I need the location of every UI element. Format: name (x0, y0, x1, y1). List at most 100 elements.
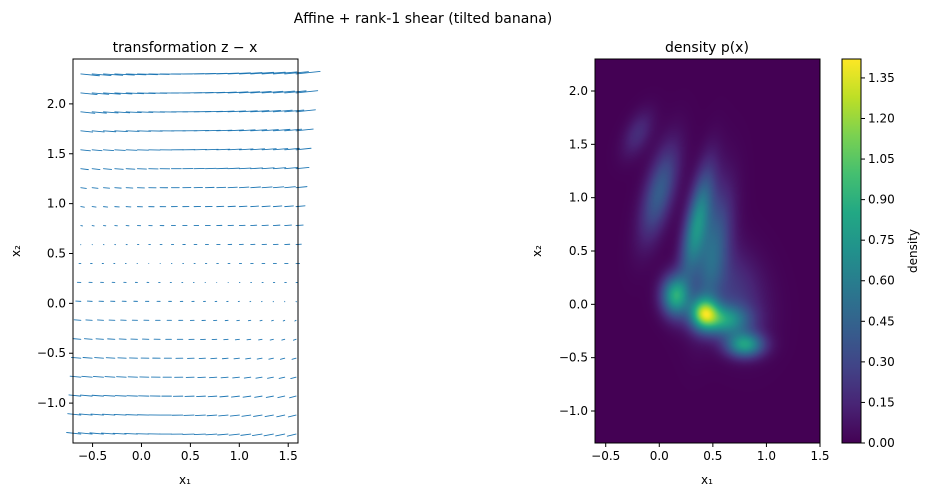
quiver-arrow (77, 432, 93, 435)
quiver-arrow (125, 414, 138, 416)
colorbar-tick-label: 0.30 (868, 355, 895, 369)
quiver-arrow (125, 149, 138, 151)
quiver-arrow (238, 72, 263, 75)
quiver-arrow (250, 186, 261, 189)
colorbar-label: density (906, 229, 920, 273)
density-y-tick-label: 0.0 (569, 297, 588, 311)
colorbar-gradient (842, 59, 861, 443)
quiver-arrow (114, 111, 131, 114)
quiver-x-tick-label: −0.5 (78, 449, 107, 463)
quiver-arrow (238, 167, 252, 170)
quiver-y-ticks: −1.0 −0.5 0.0 0.5 1.0 1.5 2.0 (37, 97, 73, 410)
density-x-ticks: −0.5 0.0 0.5 1.0 1.5 (591, 443, 830, 463)
quiver-arrow (291, 357, 297, 360)
quiver-arrow (250, 71, 275, 75)
quiver-arrow (242, 395, 252, 398)
quiver-y-tick-label: 2.0 (47, 97, 66, 111)
quiver-arrow (92, 375, 104, 378)
quiver-arrow (103, 130, 117, 133)
quiver-arrow (195, 414, 206, 417)
quiver-arrow (228, 433, 240, 436)
density-heatmap-holder (595, 59, 820, 443)
quiver-arrow (295, 147, 312, 151)
quiver-x-tick-label: 0.0 (132, 449, 151, 463)
colorbar-tick-label: 0.75 (868, 233, 895, 247)
quiver-arrow (284, 205, 294, 208)
density-x-tick-label: 1.0 (757, 449, 776, 463)
quiver-arrow (264, 414, 274, 418)
quiver-arrow (295, 71, 321, 75)
quiver-arrow (250, 148, 266, 151)
quiver-arrow (241, 414, 252, 417)
quiver-arrow (281, 338, 286, 341)
quiver-arrow (278, 376, 286, 379)
quiver-arrow (102, 413, 116, 416)
density-y-ticks: −1.0 −0.5 0.0 0.5 1.0 1.5 2.0 (559, 84, 595, 418)
quiver-arrow (258, 338, 263, 341)
quiver-arrow (284, 147, 300, 151)
quiver-arrow (94, 357, 104, 359)
density-x-tick-label: −0.5 (591, 449, 620, 463)
quiver-arrow (103, 92, 121, 95)
quiver-y-tick-label: 1.5 (47, 147, 66, 161)
quiver-arrow (261, 90, 284, 94)
quiver-arrow (101, 432, 116, 435)
density-y-tick-label: −1.0 (559, 404, 588, 418)
quiver-arrow (81, 375, 93, 378)
quiver-arrow (269, 338, 274, 341)
quiver-arrow (209, 376, 218, 379)
quiver-arrow (193, 433, 206, 436)
quiver-arrow (250, 205, 260, 208)
quiver-arrow (294, 319, 297, 322)
colorbar-tick-label: 1.35 (868, 71, 895, 85)
quiver-arrow (251, 433, 263, 437)
quiver-x-ticks: −0.5 0.0 0.5 1.0 1.5 (78, 443, 298, 463)
quiver-arrow (275, 433, 286, 437)
quiver-plot: transformation z − x −0.5 0.0 0.5 1.0 1.5 −1… (9, 40, 321, 487)
quiver-arrow (66, 432, 82, 435)
quiver-arrows (66, 71, 321, 437)
quiver-arrow (243, 376, 252, 379)
density-heatmap (595, 59, 820, 443)
quiver-arrow (292, 338, 297, 341)
quiver-arrow (267, 376, 274, 379)
quiver-arrow (233, 357, 240, 360)
quiver-arrow (125, 130, 140, 132)
density-x-tick-label: 0.5 (703, 449, 722, 463)
quiver-arrow (238, 186, 250, 189)
quiver-arrow (238, 110, 258, 113)
quiver-arrow (227, 72, 251, 75)
quiver-arrow (227, 167, 240, 170)
quiver-arrow (125, 111, 142, 114)
quiver-arrow (112, 432, 127, 435)
quiver-x-tick-label: 1.0 (230, 449, 249, 463)
quiver-arrow (72, 338, 82, 340)
quiver-arrow (272, 128, 291, 132)
quiver-arrow (80, 149, 91, 152)
quiver-arrow (232, 376, 240, 379)
figure-suptitle: Affine + rank-1 shear (tilted banana) (294, 11, 553, 27)
quiver-arrow (287, 414, 297, 418)
quiver-arrow (114, 149, 126, 151)
quiver-arrow (103, 394, 116, 397)
quiver-arrow (80, 394, 93, 397)
quiver-arrow (229, 414, 240, 417)
quiver-arrow (261, 205, 271, 208)
quiver-arrow (261, 71, 286, 75)
quiver-arrow (125, 92, 144, 95)
quiver-arrow (272, 205, 283, 208)
quiver-arrow (261, 129, 279, 132)
quiver-arrow (217, 433, 229, 436)
quiver-arrow (91, 187, 99, 189)
quiver-arrow (256, 357, 263, 360)
quiver-arrow (263, 433, 274, 437)
density-y-tick-label: −0.5 (559, 351, 588, 365)
quiver-arrow (125, 73, 147, 76)
quiver-arrow (250, 110, 270, 113)
quiver-arrow (103, 168, 113, 170)
quiver-arrow (221, 357, 229, 360)
quiver-arrow (238, 129, 256, 132)
quiver-arrow (240, 433, 252, 436)
quiver-arrow (68, 394, 82, 397)
quiver-arrow (284, 186, 296, 189)
